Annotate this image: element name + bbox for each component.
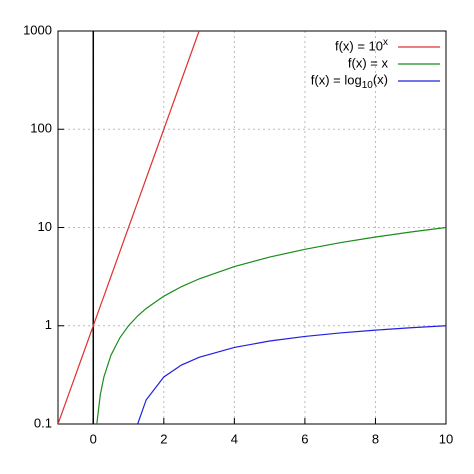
legend-label: f(x) = log10(x) xyxy=(311,72,388,90)
y-tick-label: 10 xyxy=(38,219,52,234)
x-tick-label: 6 xyxy=(301,431,308,446)
legend-label: f(x) = x xyxy=(348,55,389,70)
x-tick-label: 8 xyxy=(372,431,379,446)
series-line xyxy=(96,226,446,424)
legend-label: f(x) = 10x xyxy=(335,37,388,54)
x-tick-label: 10 xyxy=(439,431,453,446)
y-tick-label: 100 xyxy=(30,121,52,136)
x-tick-label: 0 xyxy=(90,431,97,446)
y-tick-label: 1 xyxy=(45,317,52,332)
plot-frame xyxy=(57,30,447,425)
y-tick-label: 0.1 xyxy=(34,415,52,430)
y-tick-label: 1000 xyxy=(23,22,52,37)
series-line xyxy=(137,325,446,424)
x-tick-label: 2 xyxy=(160,431,167,446)
x-tick-label: 4 xyxy=(231,431,238,446)
series-line xyxy=(58,31,200,424)
